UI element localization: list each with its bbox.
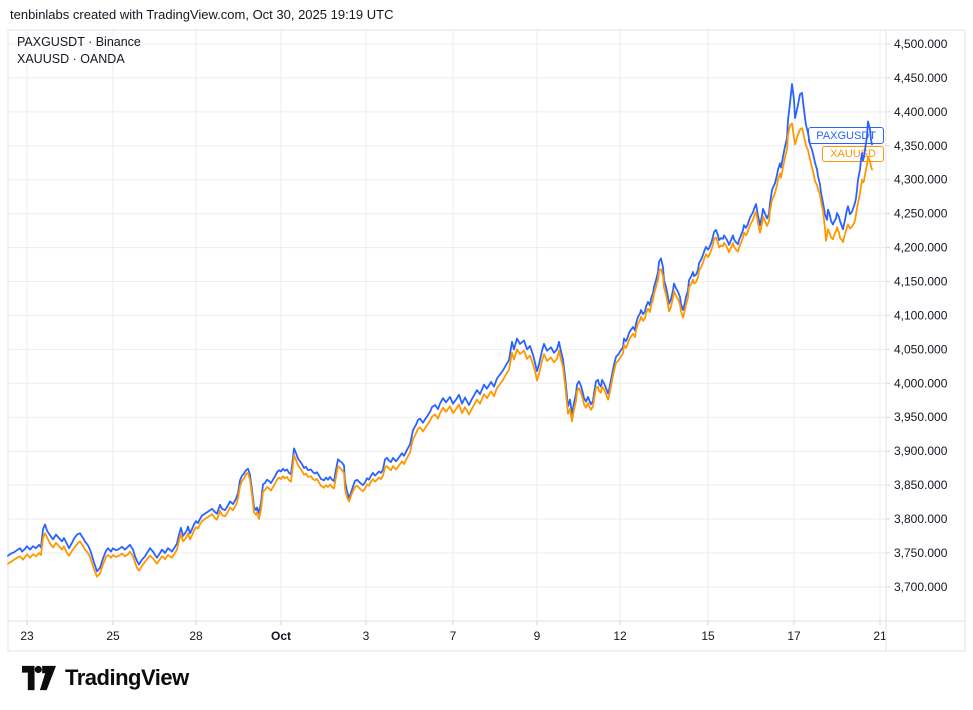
price-axis-label: 4,150.000 [894, 275, 948, 289]
legend-item-paxgusdt[interactable]: PAXGUSDT · Binance [17, 35, 141, 49]
time-axis-label: 9 [534, 629, 541, 643]
price-axis-label: 4,000.000 [894, 376, 948, 390]
price-axis-label: 4,350.000 [894, 139, 948, 153]
price-axis-label: 4,250.000 [894, 207, 948, 221]
price-axis-label: 4,400.000 [894, 105, 948, 119]
time-axis-label: 23 [20, 629, 34, 643]
price-axis-label: 3,700.000 [894, 580, 948, 594]
legend-item-xauusd[interactable]: XAUUSD · OANDA [17, 52, 125, 66]
time-axis-label: 15 [701, 629, 715, 643]
time-axis-label: 3 [363, 629, 370, 643]
price-axis-label: 4,100.000 [894, 308, 948, 322]
series-price-label-paxgusdt: PAXGUSDT [808, 127, 884, 144]
time-axis-label: Oct [271, 629, 291, 643]
price-axis-label: 3,900.000 [894, 444, 948, 458]
tradingview-logo[interactable]: TradingView [22, 664, 189, 692]
time-axis-label: 25 [106, 629, 120, 643]
price-axis-label: 4,050.000 [894, 342, 948, 356]
chart-plot-area[interactable] [8, 30, 886, 621]
time-axis-label: 7 [450, 629, 457, 643]
attribution-text: tenbinlabs created with TradingView.com,… [10, 7, 394, 22]
tradingview-logo-icon [22, 665, 56, 691]
chart-legend: PAXGUSDT · Binance XAUUSD · OANDA [17, 34, 141, 68]
time-axis-label: 28 [189, 629, 203, 643]
price-axis-label: 3,800.000 [894, 512, 948, 526]
time-scale[interactable] [8, 621, 965, 651]
price-axis-label: 4,500.000 [894, 37, 948, 51]
price-axis-label: 3,750.000 [894, 546, 948, 560]
price-axis-label: 3,850.000 [894, 478, 948, 492]
time-axis-label: 17 [787, 629, 801, 643]
series-price-label-xauusd: XAUUSD [822, 146, 884, 162]
price-axis-label: 4,300.000 [894, 173, 948, 187]
time-axis-label: 12 [613, 629, 627, 643]
tradingview-logo-text: TradingView [65, 665, 189, 690]
price-axis-label: 3,950.000 [894, 410, 948, 424]
time-axis-label: 21 [873, 629, 887, 643]
price-axis-label: 4,450.000 [894, 71, 948, 85]
price-scale[interactable] [886, 30, 965, 621]
price-axis-label: 4,200.000 [894, 241, 948, 255]
